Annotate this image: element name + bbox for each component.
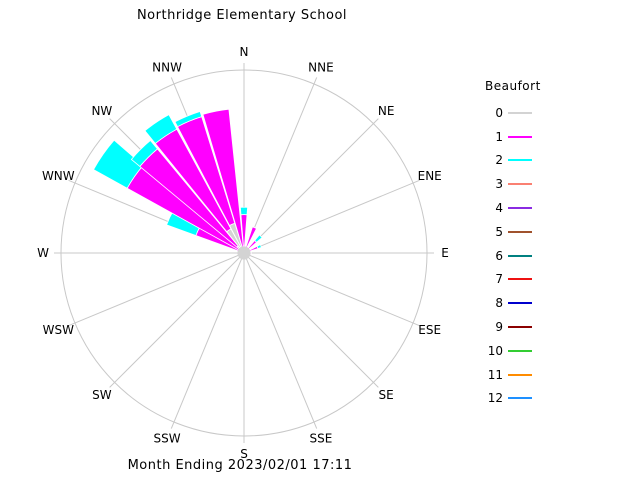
windrose-petal-segment <box>243 226 257 254</box>
legend-label: 7 <box>495 272 503 287</box>
legend-swatch <box>508 230 532 233</box>
windrose-petal-segment <box>130 139 158 167</box>
compass-label: SW <box>92 388 112 402</box>
beaufort-legend: Beaufort 0 1 2 3 4 5 6 7 8 9 10 11 12 <box>481 79 561 410</box>
legend-entry: 10 <box>481 339 561 363</box>
legend-label: 12 <box>487 391 503 406</box>
legend-swatch <box>508 135 532 138</box>
legend-swatch <box>508 397 532 400</box>
legend-swatch <box>508 254 532 257</box>
compass-grid-line <box>243 252 318 429</box>
legend-label: 8 <box>495 296 503 311</box>
compass-label: WSW <box>43 323 74 337</box>
legend-entry: 11 <box>481 363 561 387</box>
legend-entry: 6 <box>481 244 561 268</box>
compass-grid-line <box>68 252 245 327</box>
legend-swatch <box>508 111 532 114</box>
legend-entry: 5 <box>481 220 561 244</box>
legend-entry: 3 <box>481 172 561 196</box>
legend-entry: 9 <box>481 315 561 339</box>
compass-label: E <box>441 246 449 260</box>
legend-rows: 0 1 2 3 4 5 6 7 8 9 10 11 12 <box>481 101 561 410</box>
rose-outline-circle <box>60 69 428 437</box>
compass-grid-line <box>243 252 379 388</box>
legend-entry: 0 <box>481 101 561 125</box>
legend-entry: 1 <box>481 125 561 149</box>
legend-label: 9 <box>495 320 503 335</box>
legend-label: 1 <box>495 129 503 144</box>
compass-label: ENE <box>418 169 442 183</box>
legend-label: 3 <box>495 177 503 192</box>
legend-label: 10 <box>487 343 503 358</box>
legend-label: 2 <box>495 153 503 168</box>
windrose-petal-segment <box>174 110 203 128</box>
compass-label: ESE <box>418 323 441 337</box>
legend-label: 11 <box>487 367 503 382</box>
legend-entry: 7 <box>481 268 561 292</box>
windrose-petal-segment <box>93 139 144 189</box>
compass-grid-line <box>243 118 379 254</box>
compass-grid-line <box>170 252 245 429</box>
legend-swatch <box>508 159 532 162</box>
legend-label: 4 <box>495 201 503 216</box>
legend-swatch <box>508 207 532 210</box>
windrose-petal-segment <box>254 234 263 243</box>
compass-label: W <box>37 246 49 260</box>
legend-label: 0 <box>495 105 503 120</box>
legend-swatch <box>508 183 532 186</box>
compass-grid-line <box>243 252 420 327</box>
legend-entry: 8 <box>481 291 561 315</box>
legend-swatch <box>508 326 532 329</box>
compass-label: S <box>240 447 248 461</box>
windrose-petal-segment <box>144 114 178 145</box>
chart-footer: Month Ending 2023/02/01 17:11 <box>127 458 353 473</box>
legend-label: 5 <box>495 224 503 239</box>
windrose-petal-segment <box>239 206 249 216</box>
chart-title: Northridge Elementary School <box>136 8 348 23</box>
legend-title: Beaufort <box>485 79 541 93</box>
compass-grid-line <box>243 77 318 254</box>
compass-label: NNW <box>152 60 182 74</box>
compass-label: WNW <box>42 169 75 183</box>
compass-label: NW <box>91 104 112 118</box>
legend-entry: 2 <box>481 149 561 173</box>
windrose-petal-segment <box>256 244 262 249</box>
compass-label: SSW <box>154 432 181 446</box>
calm-center-dot <box>237 246 251 260</box>
compass-label: SE <box>379 388 394 402</box>
legend-swatch <box>508 302 532 305</box>
legend-swatch <box>508 278 532 281</box>
compass-label: NNE <box>308 60 334 74</box>
compass-grid-line <box>243 179 420 254</box>
legend-entry: 4 <box>481 196 561 220</box>
compass-label: NE <box>378 104 395 118</box>
compass-grid-line <box>109 252 245 388</box>
compass-label: SSE <box>310 432 333 446</box>
legend-label: 6 <box>495 248 503 263</box>
legend-swatch <box>508 349 532 352</box>
legend-entry: 12 <box>481 387 561 411</box>
compass-label: N <box>240 45 249 59</box>
legend-swatch <box>508 373 532 376</box>
